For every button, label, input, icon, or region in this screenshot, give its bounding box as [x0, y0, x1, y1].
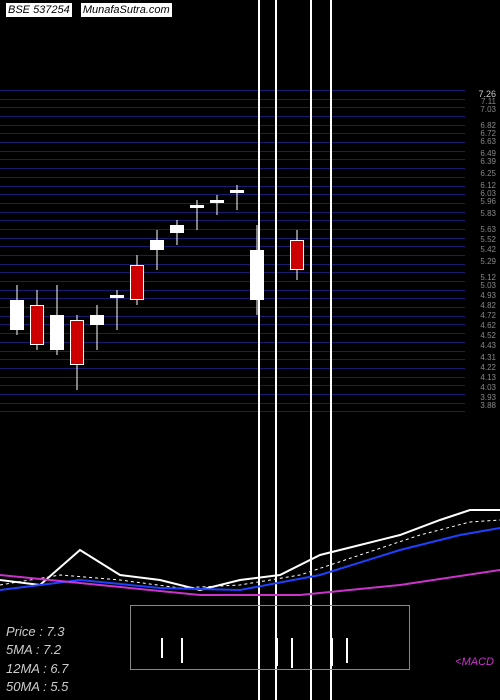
y-label: 4.93	[466, 292, 496, 300]
site-label: MunafaSutra.com	[81, 3, 172, 17]
macd-label: <MACD	[455, 656, 494, 668]
macd-box	[130, 605, 410, 670]
ma-line	[0, 570, 500, 595]
macd-bar	[276, 638, 278, 666]
indicator-panel: <MACD Price : 7.35MA : 7.212MA : 6.750MA…	[0, 480, 500, 700]
macd-bar	[346, 638, 348, 663]
y-label: 7.03	[466, 106, 496, 114]
info-line: 50MA : 5.5	[6, 678, 68, 696]
y-label: 5.96	[466, 198, 496, 206]
y-label: 5.29	[466, 258, 496, 266]
y-label: 5.52	[466, 236, 496, 244]
macd-bar	[181, 638, 183, 663]
macd-bar	[331, 638, 333, 666]
y-label: 4.13	[466, 374, 496, 382]
y-label: 4.52	[466, 332, 496, 340]
y-label: 5.42	[466, 246, 496, 254]
y-label: 6.25	[466, 170, 496, 178]
info-line: 5MA : 7.2	[6, 641, 68, 659]
info-line: 12MA : 6.7	[6, 660, 68, 678]
y-axis-labels: 7.267.117.036.826.726.636.496.396.256.12…	[466, 90, 496, 420]
chart-header: BSE 537254 MunafaSutra.com	[6, 4, 172, 16]
y-label: 5.03	[466, 282, 496, 290]
y-label: 4.72	[466, 312, 496, 320]
info-line: Price : 7.3	[6, 623, 68, 641]
y-label: 6.39	[466, 158, 496, 166]
y-label: 4.43	[466, 342, 496, 350]
y-label: 4.22	[466, 364, 496, 372]
macd-bar	[291, 638, 293, 668]
y-label: 3.88	[466, 402, 496, 410]
y-label: 4.31	[466, 354, 496, 362]
ma-lines-chart	[0, 480, 500, 620]
ma-line	[0, 510, 500, 590]
y-label: 6.63	[466, 138, 496, 146]
y-label: 5.63	[466, 226, 496, 234]
y-label: 4.82	[466, 302, 496, 310]
price-chart: 7.267.117.036.826.726.636.496.396.256.12…	[0, 0, 500, 480]
macd-bar	[161, 638, 163, 658]
y-label: 5.83	[466, 210, 496, 218]
ticker-label: BSE 537254	[6, 3, 72, 17]
price-info: Price : 7.35MA : 7.212MA : 6.750MA : 5.5	[6, 623, 68, 696]
candlesticks	[0, 90, 465, 420]
y-label: 4.03	[466, 384, 496, 392]
y-label: 4.62	[466, 322, 496, 330]
